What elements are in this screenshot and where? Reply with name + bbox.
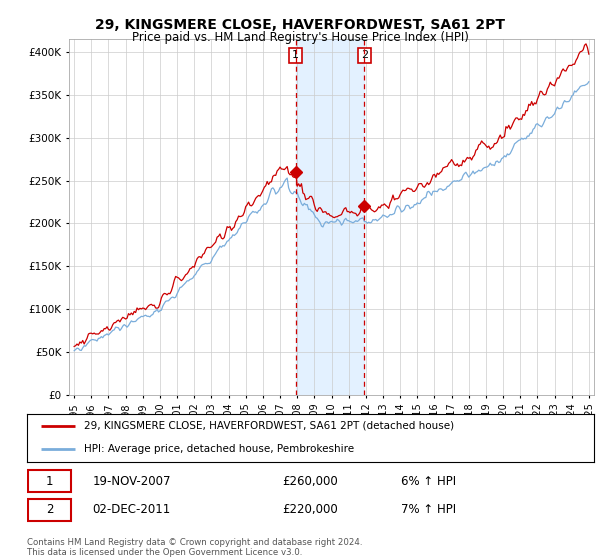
Text: 2: 2 bbox=[46, 503, 53, 516]
Text: 7% ↑ HPI: 7% ↑ HPI bbox=[401, 503, 457, 516]
Text: £220,000: £220,000 bbox=[282, 503, 338, 516]
Text: 2: 2 bbox=[361, 50, 368, 60]
Bar bbox=[296, 39, 364, 395]
FancyBboxPatch shape bbox=[28, 499, 71, 521]
Text: 6% ↑ HPI: 6% ↑ HPI bbox=[401, 475, 457, 488]
Text: £260,000: £260,000 bbox=[282, 475, 338, 488]
Text: Price paid vs. HM Land Registry's House Price Index (HPI): Price paid vs. HM Land Registry's House … bbox=[131, 31, 469, 44]
Text: Contains HM Land Registry data © Crown copyright and database right 2024.
This d: Contains HM Land Registry data © Crown c… bbox=[27, 538, 362, 557]
Text: 1: 1 bbox=[46, 475, 53, 488]
Text: HPI: Average price, detached house, Pembrokeshire: HPI: Average price, detached house, Pemb… bbox=[84, 444, 354, 454]
FancyBboxPatch shape bbox=[28, 470, 71, 492]
Text: 29, KINGSMERE CLOSE, HAVERFORDWEST, SA61 2PT: 29, KINGSMERE CLOSE, HAVERFORDWEST, SA61… bbox=[95, 18, 505, 32]
Text: 02-DEC-2011: 02-DEC-2011 bbox=[92, 503, 170, 516]
Text: 1: 1 bbox=[292, 50, 299, 60]
Text: 29, KINGSMERE CLOSE, HAVERFORDWEST, SA61 2PT (detached house): 29, KINGSMERE CLOSE, HAVERFORDWEST, SA61… bbox=[84, 421, 454, 431]
Text: 19-NOV-2007: 19-NOV-2007 bbox=[92, 475, 171, 488]
